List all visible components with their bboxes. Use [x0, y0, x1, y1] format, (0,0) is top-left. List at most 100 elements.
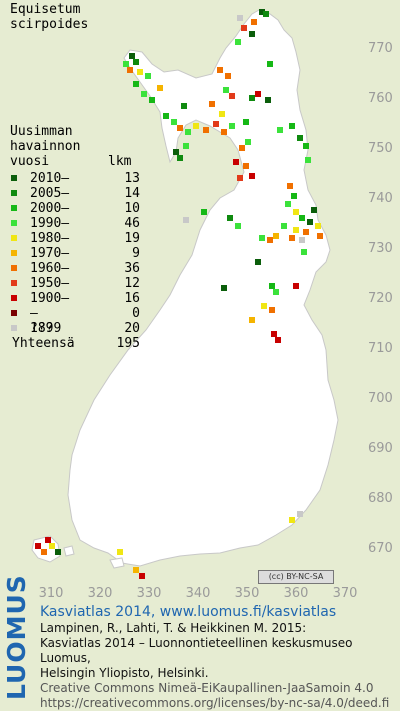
- observation-marker: [291, 193, 297, 199]
- citation-authors: Lampinen, R., Lahti, T. & Heikkinen M. 2…: [40, 621, 307, 635]
- legend-count: 12: [124, 276, 140, 291]
- legend-swatch: [11, 235, 17, 241]
- observation-marker: [133, 59, 139, 65]
- x-axis-label: 310: [39, 586, 64, 600]
- observation-marker: [55, 549, 61, 555]
- observation-marker: [163, 113, 169, 119]
- x-axis-label: 350: [235, 586, 260, 600]
- legend-count: 13: [124, 171, 140, 186]
- observation-marker: [243, 163, 249, 169]
- x-axis-label: 360: [284, 586, 309, 600]
- legend-period: 1980–: [30, 231, 70, 246]
- legend-total-label: Yhteensä: [12, 336, 75, 351]
- observation-marker: [49, 543, 55, 549]
- luomus-logo: LUOMUS: [2, 574, 31, 700]
- y-axis-label: 770: [368, 41, 393, 56]
- license-name: Creative Commons Nimeä-EiKaupallinen-Jaa…: [40, 681, 374, 695]
- observation-marker: [273, 233, 279, 239]
- observation-marker: [181, 103, 187, 109]
- observation-marker: [123, 61, 129, 67]
- observation-marker: [281, 223, 287, 229]
- observation-marker: [213, 121, 219, 127]
- observation-marker: [267, 61, 273, 67]
- observation-marker: [171, 119, 177, 125]
- observation-marker: [149, 97, 155, 103]
- observation-marker: [275, 337, 281, 343]
- legend-total-count: 195: [116, 336, 140, 351]
- observation-marker: [259, 9, 265, 15]
- legend-swatch: [11, 295, 17, 301]
- observation-marker: [249, 317, 255, 323]
- legend-swatch: [11, 220, 17, 226]
- observation-marker: [203, 127, 209, 133]
- y-axis-label: 690: [368, 441, 393, 456]
- y-axis-label: 670: [368, 541, 393, 556]
- legend-period: 1970–: [30, 246, 70, 261]
- x-axis-label: 320: [88, 586, 113, 600]
- species-epithet: scirpoides: [10, 17, 89, 32]
- legend-period: 2000–: [30, 201, 70, 216]
- observation-marker: [221, 285, 227, 291]
- observation-marker: [117, 549, 123, 555]
- legend-swatch: [11, 175, 17, 181]
- legend-swatch: [11, 325, 17, 331]
- legend-title-line: Uusimman: [10, 124, 73, 139]
- citation-publisher: Helsingin Yliopisto, Helsinki.: [40, 666, 209, 680]
- observation-marker: [249, 95, 255, 101]
- observation-marker: [261, 303, 267, 309]
- finland-distribution-map: 770 760 750 740 730 720 710 700 690 680 670 310 320…: [31, 9, 393, 600]
- legend-count: 46: [124, 216, 140, 231]
- observation-marker: [235, 223, 241, 229]
- observation-marker: [277, 127, 283, 133]
- species-genus: Equisetum: [10, 2, 81, 17]
- legend-swatch: [11, 310, 17, 316]
- legend-count: 36: [124, 261, 140, 276]
- x-axis-label: 330: [137, 586, 162, 600]
- observation-marker: [259, 235, 265, 241]
- observation-marker: [229, 93, 235, 99]
- y-axis-label: 720: [368, 291, 393, 306]
- x-axis-grid-labels: 310 320 330 340 350 360 370: [39, 586, 358, 600]
- legend-swatch: [11, 205, 17, 211]
- kasviatlas-link[interactable]: Kasviatlas 2014, www.luomus.fi/kasviatla…: [40, 604, 337, 620]
- observation-marker: [183, 217, 189, 223]
- y-axis-label: 680: [368, 491, 393, 506]
- observation-marker: [297, 511, 303, 517]
- observation-marker: [293, 283, 299, 289]
- observation-marker: [141, 91, 147, 97]
- observation-marker: [233, 159, 239, 165]
- y-axis-label: 740: [368, 191, 393, 206]
- observation-marker: [255, 259, 261, 265]
- observation-marker: [239, 145, 245, 151]
- observation-marker: [269, 307, 275, 313]
- y-axis-grid-labels: 770 760 750 740 730 720 710 700 690 680 670: [368, 41, 393, 556]
- observation-marker: [293, 227, 299, 233]
- finland-outline: [67, 9, 339, 567]
- observation-marker: [237, 175, 243, 181]
- y-axis-label: 700: [368, 391, 393, 406]
- legend-count: 14: [124, 186, 140, 201]
- credits: Kasviatlas 2014, www.luomus.fi/kasviatla…: [40, 603, 400, 711]
- license-url[interactable]: https://creativecommons.org/licenses/by-…: [40, 696, 390, 710]
- observation-marker: [237, 15, 243, 21]
- species-name: Equisetum scirpoides: [10, 2, 88, 32]
- legend-period: 1900–: [30, 291, 70, 306]
- observation-marker: [225, 73, 231, 79]
- observation-marker: [235, 39, 241, 45]
- y-axis-label: 730: [368, 241, 393, 256]
- observation-marker: [127, 67, 133, 73]
- observation-marker: [145, 73, 151, 79]
- observation-marker: [139, 573, 145, 579]
- cc-license-badge[interactable]: (cc) BY-NC-SA: [258, 570, 334, 584]
- observation-marker: [227, 215, 233, 221]
- legend-period: 2005–: [30, 186, 70, 201]
- legend-swatch: [11, 250, 17, 256]
- observation-marker: [273, 289, 279, 295]
- legend-title-line: havainnon: [10, 139, 81, 154]
- observation-marker: [289, 517, 295, 523]
- legend-count: 19: [124, 231, 140, 246]
- observation-marker: [289, 235, 295, 241]
- legend-period: ???: [30, 321, 54, 336]
- observation-marker: [223, 87, 229, 93]
- y-axis-label: 750: [368, 141, 393, 156]
